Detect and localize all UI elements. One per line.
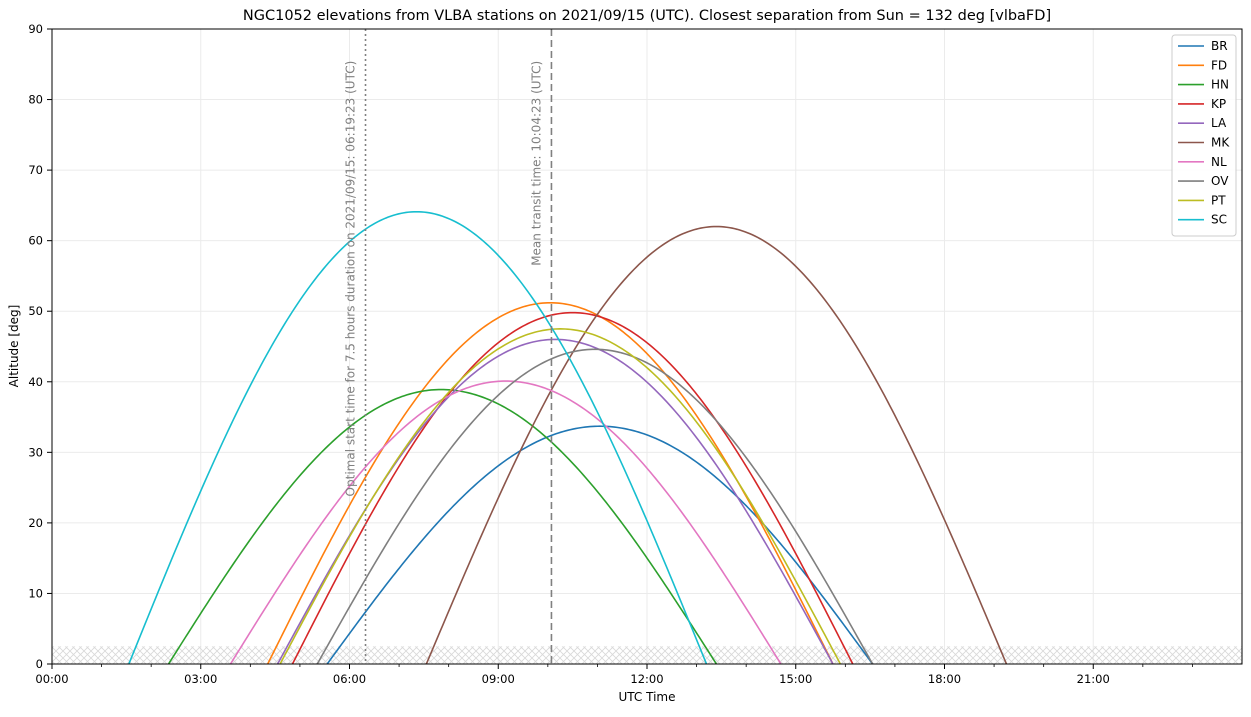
legend: BR FD HN KP LA MK NL OV PT SC xyxy=(1171,34,1237,237)
y-tick-label: 80 xyxy=(28,93,43,107)
legend-label-mk: MK xyxy=(1211,136,1230,150)
horizon-hatch xyxy=(52,646,1242,664)
x-tick-label: 00:00 xyxy=(35,672,68,686)
y-tick-label: 90 xyxy=(28,22,43,36)
x-tick-label: 09:00 xyxy=(482,672,515,686)
legend-label-pt: PT xyxy=(1211,193,1226,207)
legend-label-la: LA xyxy=(1211,116,1227,130)
y-tick-label: 0 xyxy=(36,657,43,671)
y-tick-label: 60 xyxy=(28,234,43,248)
series-line-br xyxy=(326,425,874,664)
x-tick-label: 21:00 xyxy=(1077,672,1110,686)
series-layer xyxy=(127,210,1008,664)
series-line-mk xyxy=(425,225,1008,664)
legend-label-fd: FD xyxy=(1211,58,1227,72)
ticks-layer: 00:00 03:00 06:00 09:00 12:00 15:00 18:00 21:00… xyxy=(28,22,1193,686)
x-tick-label: 03:00 xyxy=(184,672,217,686)
x-axis-label: UTC Time xyxy=(619,690,676,704)
x-tick-label: 18:00 xyxy=(928,672,961,686)
vline-label: Mean transit time: 10:04:23 (UTC) xyxy=(529,61,543,266)
legend-label-hn: HN xyxy=(1211,78,1229,92)
y-tick-label: 50 xyxy=(28,304,43,318)
y-tick-label: 40 xyxy=(28,375,43,389)
series-line-kp xyxy=(291,311,854,664)
legend-label-sc: SC xyxy=(1211,213,1227,227)
y-tick-label: 30 xyxy=(28,445,43,459)
vline-layer: Optimal start time for 7.5 hours duratio… xyxy=(344,29,553,664)
y-tick-label: 20 xyxy=(28,516,43,530)
legend-label-kp: KP xyxy=(1211,97,1226,111)
series-line-fd xyxy=(266,301,834,664)
legend-label-nl: NL xyxy=(1211,155,1227,169)
y-tick-label: 10 xyxy=(28,586,43,600)
series-line-sc xyxy=(127,210,708,664)
y-axis-label: Altitude [deg] xyxy=(7,305,21,388)
x-tick-label: 06:00 xyxy=(333,672,366,686)
chart-title: NGC1052 elevations from VLBA stations on… xyxy=(243,8,1051,24)
series-line-hn xyxy=(167,388,718,664)
legend-label-br: BR xyxy=(1211,39,1228,53)
x-tick-label: 15:00 xyxy=(779,672,812,686)
x-tick-label: 12:00 xyxy=(630,672,663,686)
horizon-band xyxy=(52,646,1242,664)
vline-label: Optimal start time for 7.5 hours duratio… xyxy=(344,61,358,497)
series-line-ov xyxy=(316,348,874,664)
series-line-pt xyxy=(279,328,842,664)
legend-label-ov: OV xyxy=(1211,174,1229,188)
y-tick-label: 70 xyxy=(28,163,43,177)
series-line-nl xyxy=(229,380,782,664)
